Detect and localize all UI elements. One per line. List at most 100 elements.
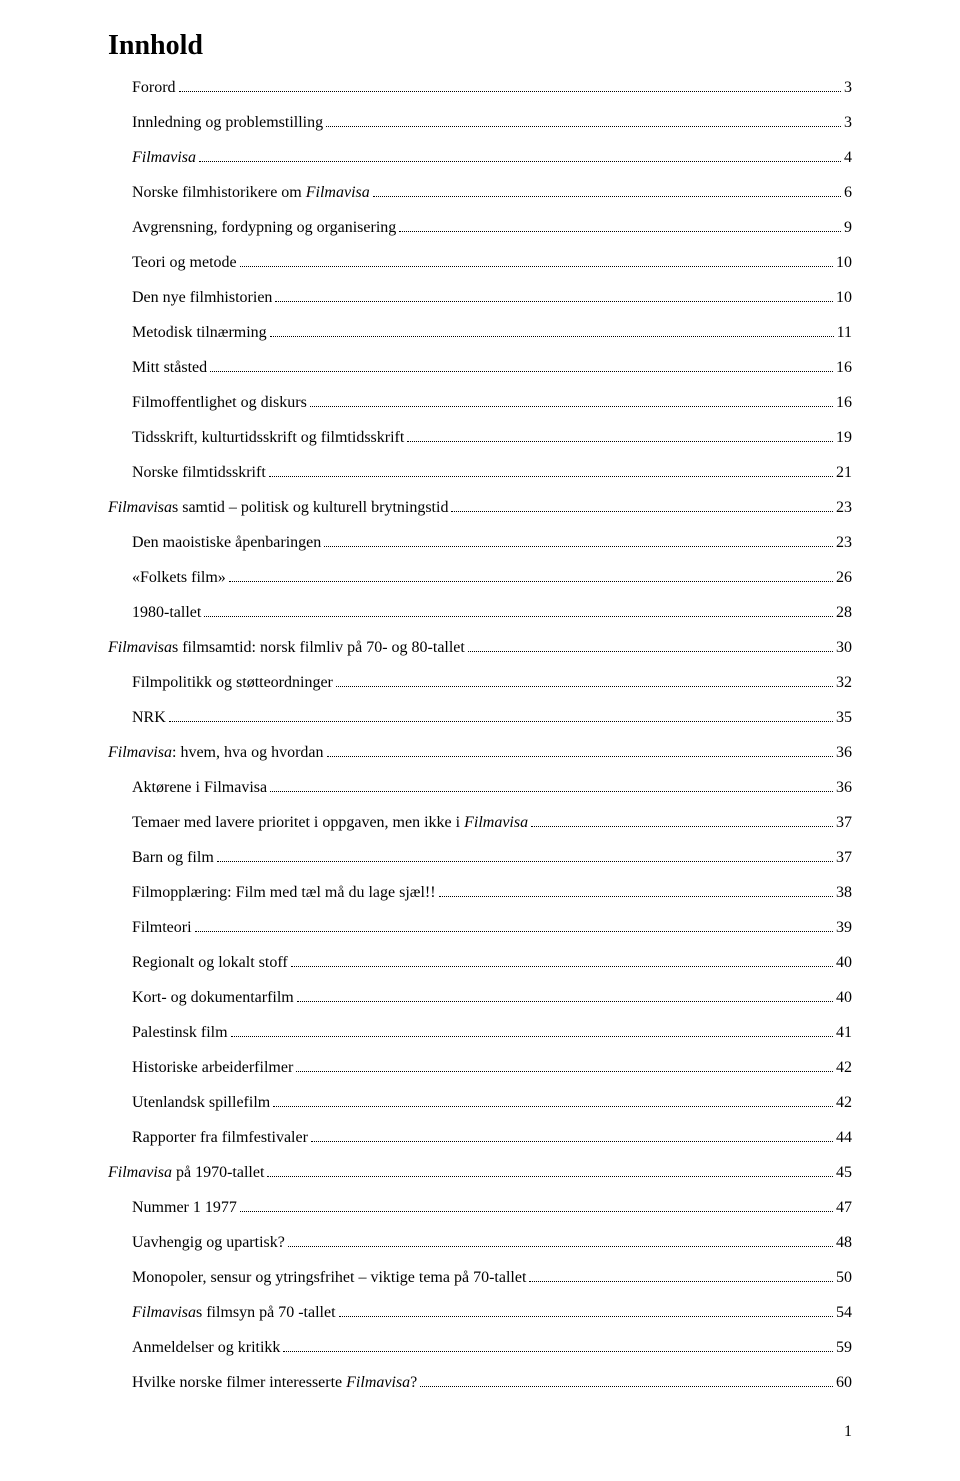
- toc-entry[interactable]: Anmeldelser og kritikk 59: [108, 1336, 852, 1360]
- toc-entry-page: 37: [836, 811, 852, 835]
- toc-dot-leader: [267, 1176, 833, 1177]
- toc-entry[interactable]: Teori og metode 10: [108, 251, 852, 275]
- toc-entry[interactable]: Metodisk tilnærming 11: [108, 321, 852, 345]
- toc-dot-leader: [169, 721, 833, 722]
- toc-title: Innhold: [108, 30, 852, 62]
- toc-container: Forord 3 Innledning og problemstilling 3 F…: [108, 76, 852, 1395]
- toc-entry[interactable]: Filmavisas samtid – politisk og kulturel…: [108, 496, 852, 520]
- toc-entry[interactable]: Norske filmhistorikere om Filmavisa 6: [108, 181, 852, 205]
- toc-entry[interactable]: Den nye filmhistorien 10: [108, 286, 852, 310]
- toc-entry[interactable]: Kort- og dokumentarfilm 40: [108, 986, 852, 1010]
- toc-entry[interactable]: Den maoistiske åpenbaringen 23: [108, 531, 852, 555]
- toc-entry-label: Tidsskrift, kulturtidsskrift og filmtids…: [132, 426, 404, 450]
- toc-entry[interactable]: NRK 35: [108, 706, 852, 730]
- toc-entry[interactable]: Nummer 1 1977 47: [108, 1196, 852, 1220]
- toc-dot-leader: [324, 546, 833, 547]
- toc-entry-page: 32: [836, 671, 852, 695]
- toc-entry-label: Avgrensning, fordypning og organisering: [132, 216, 396, 240]
- toc-entry-label: Filmavisas filmsamtid: norsk filmliv på …: [108, 636, 465, 660]
- toc-entry-page: 16: [836, 391, 852, 415]
- toc-entry-label: Innledning og problemstilling: [132, 111, 323, 135]
- toc-entry-label: Uavhengig og upartisk?: [132, 1231, 285, 1255]
- toc-entry-page: 36: [836, 741, 852, 765]
- toc-entry-label: Palestinsk film: [132, 1021, 228, 1045]
- toc-dot-leader: [240, 1211, 833, 1212]
- toc-entry[interactable]: 1980-tallet 28: [108, 601, 852, 625]
- toc-entry-page: 3: [844, 76, 852, 100]
- toc-entry[interactable]: Barn og film 37: [108, 846, 852, 870]
- toc-entry[interactable]: Filmavisa 4: [108, 146, 852, 170]
- toc-entry-label: Utenlandsk spillefilm: [132, 1091, 270, 1115]
- toc-entry[interactable]: Temaer med lavere prioritet i oppgaven, …: [108, 811, 852, 835]
- toc-dot-leader: [269, 476, 833, 477]
- toc-entry-label: Rapporter fra filmfestivaler: [132, 1126, 308, 1150]
- toc-entry[interactable]: Norske filmtidsskrift 21: [108, 461, 852, 485]
- toc-entry[interactable]: Hvilke norske filmer interesserte Filmav…: [108, 1371, 852, 1395]
- toc-entry-label: Temaer med lavere prioritet i oppgaven, …: [132, 811, 528, 835]
- toc-entry-label: Den nye filmhistorien: [132, 286, 272, 310]
- toc-entry-label: Filmteori: [132, 916, 192, 940]
- toc-entry-page: 42: [836, 1091, 852, 1115]
- toc-entry-page: 60: [836, 1371, 852, 1395]
- toc-dot-leader: [204, 616, 833, 617]
- toc-dot-leader: [270, 336, 834, 337]
- toc-entry[interactable]: Filmteori 39: [108, 916, 852, 940]
- toc-dot-leader: [420, 1386, 833, 1387]
- toc-entry[interactable]: Tidsskrift, kulturtidsskrift og filmtids…: [108, 426, 852, 450]
- toc-entry[interactable]: «Folkets film» 26: [108, 566, 852, 590]
- toc-entry[interactable]: Filmpolitikk og støtteordninger 32: [108, 671, 852, 695]
- toc-entry-label: Mitt ståsted: [132, 356, 207, 380]
- toc-entry[interactable]: Filmavisas filmsamtid: norsk filmliv på …: [108, 636, 852, 660]
- toc-entry[interactable]: Uavhengig og upartisk? 48: [108, 1231, 852, 1255]
- toc-entry[interactable]: Aktørene i Filmavisa 36: [108, 776, 852, 800]
- toc-dot-leader: [439, 896, 833, 897]
- toc-entry-page: 9: [844, 216, 852, 240]
- toc-entry[interactable]: Innledning og problemstilling 3: [108, 111, 852, 135]
- toc-entry-label: Norske filmhistorikere om Filmavisa: [132, 181, 370, 205]
- toc-entry-label: 1980-tallet: [132, 601, 201, 625]
- toc-entry[interactable]: Filmavisa på 1970-tallet 45: [108, 1161, 852, 1185]
- toc-entry-page: 35: [836, 706, 852, 730]
- toc-entry[interactable]: Regionalt og lokalt stoff 40: [108, 951, 852, 975]
- toc-entry-page: 37: [836, 846, 852, 870]
- toc-entry-page: 44: [836, 1126, 852, 1150]
- toc-dot-leader: [336, 686, 833, 687]
- toc-entry[interactable]: Filmavisas filmsyn på 70 -tallet 54: [108, 1301, 852, 1325]
- toc-entry-page: 6: [844, 181, 852, 205]
- toc-entry-page: 30: [836, 636, 852, 660]
- toc-dot-leader: [311, 1141, 833, 1142]
- toc-dot-leader: [217, 861, 833, 862]
- toc-entry[interactable]: Utenlandsk spillefilm 42: [108, 1091, 852, 1115]
- toc-entry-page: 40: [836, 986, 852, 1010]
- toc-entry[interactable]: Historiske arbeiderfilmer 42: [108, 1056, 852, 1080]
- toc-entry-page: 10: [836, 251, 852, 275]
- page-container: Innhold Forord 3 Innledning og problemsti…: [0, 0, 960, 1481]
- toc-entry-label: Aktørene i Filmavisa: [132, 776, 267, 800]
- toc-entry-label: Filmoffentlighet og diskurs: [132, 391, 307, 415]
- toc-entry-page: 47: [836, 1196, 852, 1220]
- toc-dot-leader: [468, 651, 833, 652]
- toc-entry[interactable]: Filmoffentlighet og diskurs 16: [108, 391, 852, 415]
- toc-dot-leader: [179, 91, 841, 92]
- toc-entry-label: Nummer 1 1977: [132, 1196, 237, 1220]
- toc-entry[interactable]: Palestinsk film 41: [108, 1021, 852, 1045]
- toc-dot-leader: [240, 266, 833, 267]
- toc-entry-label: NRK: [132, 706, 166, 730]
- toc-entry-label: Kort- og dokumentarfilm: [132, 986, 294, 1010]
- toc-entry-page: 21: [836, 461, 852, 485]
- toc-entry[interactable]: Rapporter fra filmfestivaler 44: [108, 1126, 852, 1150]
- toc-entry[interactable]: Filmavisa: hvem, hva og hvordan 36: [108, 741, 852, 765]
- toc-entry-page: 42: [836, 1056, 852, 1080]
- toc-entry[interactable]: Avgrensning, fordypning og organisering …: [108, 216, 852, 240]
- toc-entry-page: 54: [836, 1301, 852, 1325]
- toc-entry[interactable]: Filmopplæring: Film med tæl må du lage s…: [108, 881, 852, 905]
- toc-entry[interactable]: Forord 3: [108, 76, 852, 100]
- toc-entry-page: 23: [836, 496, 852, 520]
- toc-entry-label: Historiske arbeiderfilmer: [132, 1056, 293, 1080]
- toc-dot-leader: [229, 581, 833, 582]
- toc-entry-label: Filmpolitikk og støtteordninger: [132, 671, 333, 695]
- toc-dot-leader: [270, 791, 833, 792]
- toc-entry[interactable]: Monopoler, sensur og ytringsfrihet – vik…: [108, 1266, 852, 1290]
- toc-entry[interactable]: Mitt ståsted 16: [108, 356, 852, 380]
- toc-dot-leader: [288, 1246, 833, 1247]
